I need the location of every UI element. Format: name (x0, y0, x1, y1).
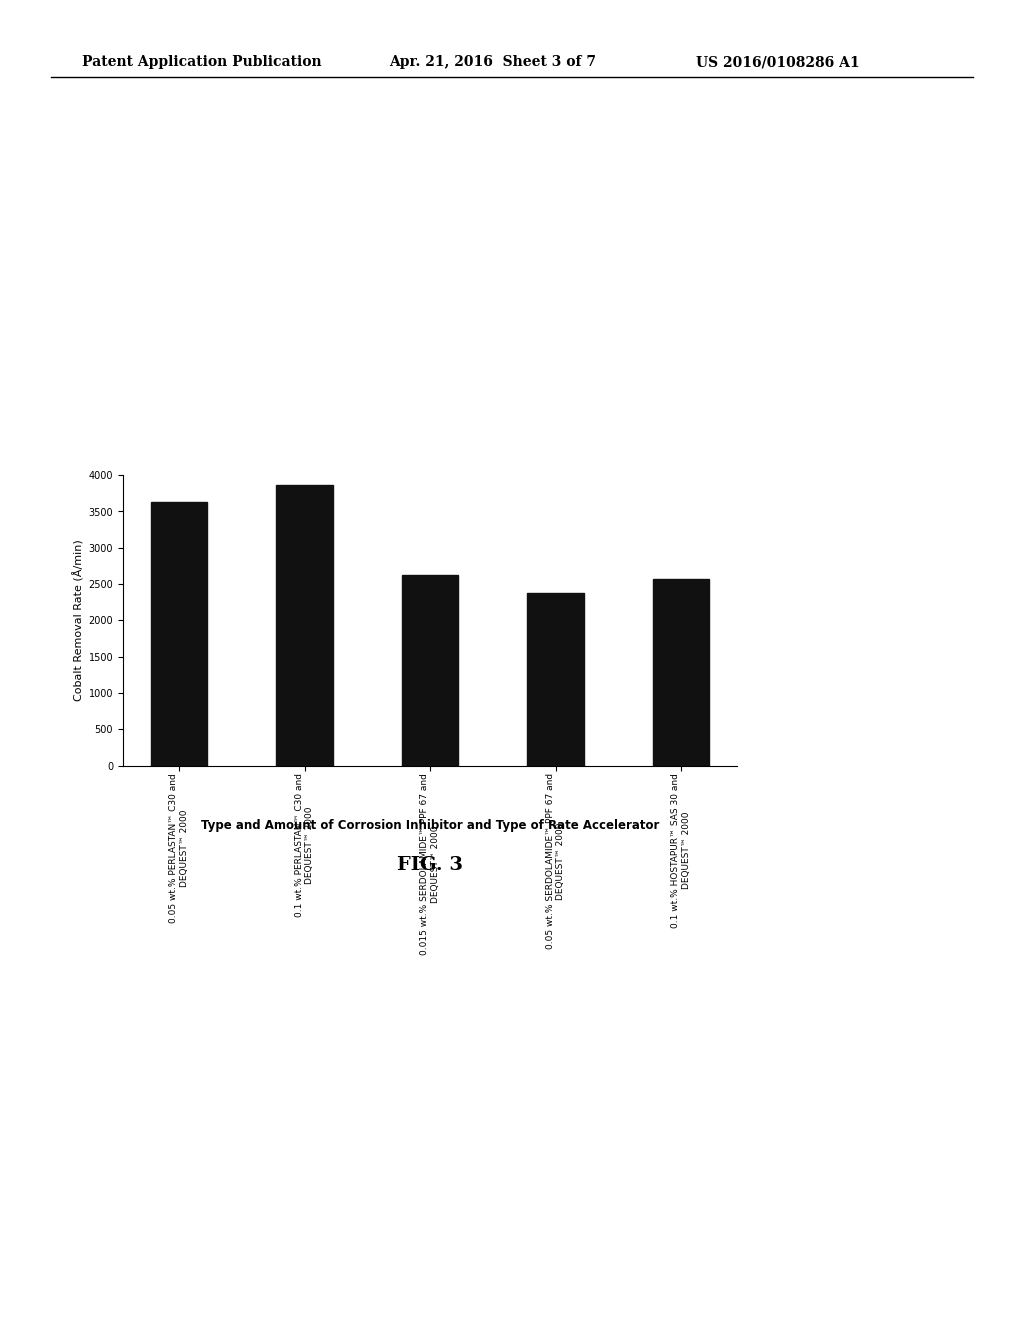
Text: FIG. 3: FIG. 3 (397, 855, 463, 874)
Y-axis label: Cobalt Removal Rate (Å/min): Cobalt Removal Rate (Å/min) (73, 540, 84, 701)
Bar (401, 574, 459, 766)
Text: Patent Application Publication: Patent Application Publication (82, 55, 322, 69)
Bar (276, 484, 333, 766)
Text: US 2016/0108286 A1: US 2016/0108286 A1 (696, 55, 860, 69)
Bar (527, 593, 584, 766)
Text: Type and Amount of Corrosion Inhibitor and Type of Rate Accelerator: Type and Amount of Corrosion Inhibitor a… (201, 818, 659, 832)
Bar (151, 502, 207, 766)
Text: Apr. 21, 2016  Sheet 3 of 7: Apr. 21, 2016 Sheet 3 of 7 (389, 55, 596, 69)
Bar (653, 579, 710, 766)
